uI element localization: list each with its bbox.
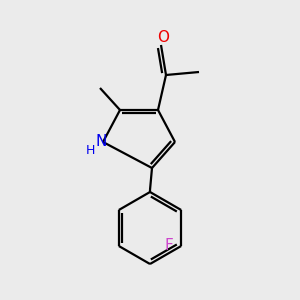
Text: O: O (157, 29, 169, 44)
Text: N: N (95, 134, 107, 149)
Text: F: F (165, 238, 174, 253)
Text: H: H (85, 145, 95, 158)
